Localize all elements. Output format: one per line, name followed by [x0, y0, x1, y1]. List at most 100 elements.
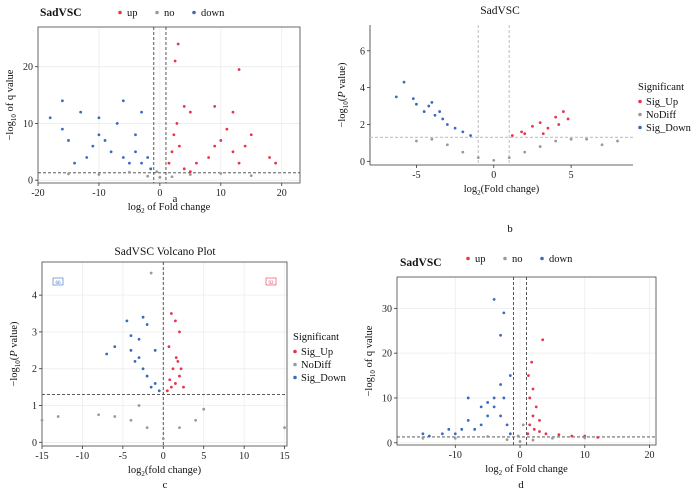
y-tick-label: 4	[32, 291, 37, 302]
data-point-no	[505, 438, 509, 442]
legend-label-nodiff: NoDiff	[646, 110, 677, 121]
panel-a: -20 -10 0 10 20 0 10 20 log2 of Fold change −log1…	[5, 7, 301, 215]
data-point-no	[155, 170, 159, 174]
data-point-down	[97, 116, 101, 120]
data-point-up	[268, 156, 271, 159]
data-point-down	[146, 156, 150, 159]
data-point-sig-up	[541, 132, 545, 136]
data-point-sig-up	[171, 367, 175, 371]
data-point-down	[60, 127, 64, 131]
data-point-nodiff	[97, 413, 101, 417]
data-point-sig-down	[145, 323, 149, 326]
data-point-no	[127, 170, 131, 174]
data-point-sig-down	[125, 319, 129, 323]
data-point-sig-down	[129, 334, 133, 337]
data-point-sig-down	[105, 352, 109, 356]
data-point-no	[421, 436, 425, 440]
data-point-no	[583, 436, 587, 440]
data-point-down	[67, 139, 70, 142]
data-point-nodiff	[569, 137, 573, 141]
data-point-up	[274, 161, 278, 165]
data-point-nodiff	[430, 137, 434, 141]
data-point-sig-up	[179, 367, 183, 371]
y-tick-label: 10	[382, 393, 392, 404]
data-point-up	[188, 170, 192, 174]
legend-marker-nodiff	[293, 362, 297, 367]
data-point-up	[249, 133, 253, 137]
legend-label-down: down	[549, 254, 573, 265]
legend-title: Significant	[293, 332, 339, 343]
y-tick-label: 10	[23, 119, 33, 130]
x-tick-label: -10	[76, 451, 89, 462]
legend-label-no: no	[164, 8, 175, 19]
data-point-down	[492, 396, 496, 400]
data-point-down	[134, 150, 137, 154]
data-point-nodiff	[145, 426, 149, 429]
data-point-down	[447, 427, 451, 431]
data-point-down	[466, 418, 470, 422]
data-point-sig-up	[566, 117, 570, 121]
data-point-nodiff	[538, 145, 542, 148]
data-point-nodiff	[56, 415, 60, 418]
data-point-down	[486, 401, 490, 404]
data-point-nodiff	[113, 415, 117, 418]
data-point-down	[492, 298, 496, 301]
data-point-down	[149, 167, 153, 171]
data-point-no	[67, 172, 70, 176]
data-point-nodiff	[40, 418, 44, 422]
data-point-nodiff	[194, 418, 198, 422]
data-point-sig-up	[174, 319, 177, 323]
data-point-up	[531, 387, 535, 391]
legend-marker-up	[118, 10, 122, 15]
data-point-up	[175, 122, 179, 125]
legend-label-sig-down: Sig_Down	[646, 123, 692, 134]
x-tick-label: 20	[277, 188, 287, 199]
x-tick-label: 10	[216, 188, 226, 199]
data-point-up	[173, 59, 177, 63]
data-point-up	[538, 430, 541, 433]
data-point-sig-down	[149, 385, 153, 389]
data-point-up	[532, 427, 536, 431]
legend-label-nodiff: NoDiff	[301, 360, 332, 371]
panel-b: -5 0 5 0 2 4 6 log2(Fold change) −log10(P value)…	[337, 5, 692, 235]
data-point-down	[115, 122, 119, 125]
data-point-sig-down	[137, 356, 141, 360]
data-point-down	[140, 110, 143, 114]
data-point-up	[213, 144, 217, 148]
data-point-no	[516, 434, 520, 438]
data-point-sig-up	[178, 330, 181, 334]
data-point-nodiff	[616, 139, 619, 143]
data-point-sig-up	[523, 132, 527, 136]
data-point-up	[243, 144, 247, 148]
data-point-up	[207, 156, 211, 159]
corner-count-up: 92	[269, 281, 275, 286]
data-point-sig-down	[433, 113, 437, 117]
data-point-sig-up	[538, 121, 542, 125]
x-axis-label: log2 of Fold change	[485, 464, 568, 477]
data-point-down	[508, 374, 512, 377]
x-tick-label: -10	[449, 450, 462, 461]
data-point-sig-up	[174, 356, 178, 360]
data-point-up	[527, 374, 530, 377]
data-point-down	[486, 414, 490, 418]
data-point-sig-up	[557, 123, 561, 126]
data-point-nodiff	[129, 418, 133, 422]
data-point-nodiff	[461, 150, 465, 154]
data-point-sig-down	[145, 374, 149, 378]
legend-marker-up	[466, 256, 470, 261]
data-point-sig-down	[441, 117, 445, 121]
data-point-up	[167, 161, 171, 165]
y-tick-label: 1	[32, 401, 37, 412]
corner-count-down: 66	[56, 281, 62, 286]
data-point-down	[97, 133, 101, 137]
x-tick-label: -10	[92, 188, 105, 199]
y-tick-label: 0	[32, 438, 37, 449]
data-point-down	[499, 383, 502, 386]
y-tick-label: 6	[360, 46, 365, 57]
data-point-no	[219, 171, 223, 175]
data-point-down	[48, 116, 52, 120]
data-point-sig-up	[176, 359, 180, 363]
data-point-up	[213, 105, 217, 108]
data-point-nodiff	[600, 143, 604, 147]
data-point-up	[225, 127, 229, 131]
